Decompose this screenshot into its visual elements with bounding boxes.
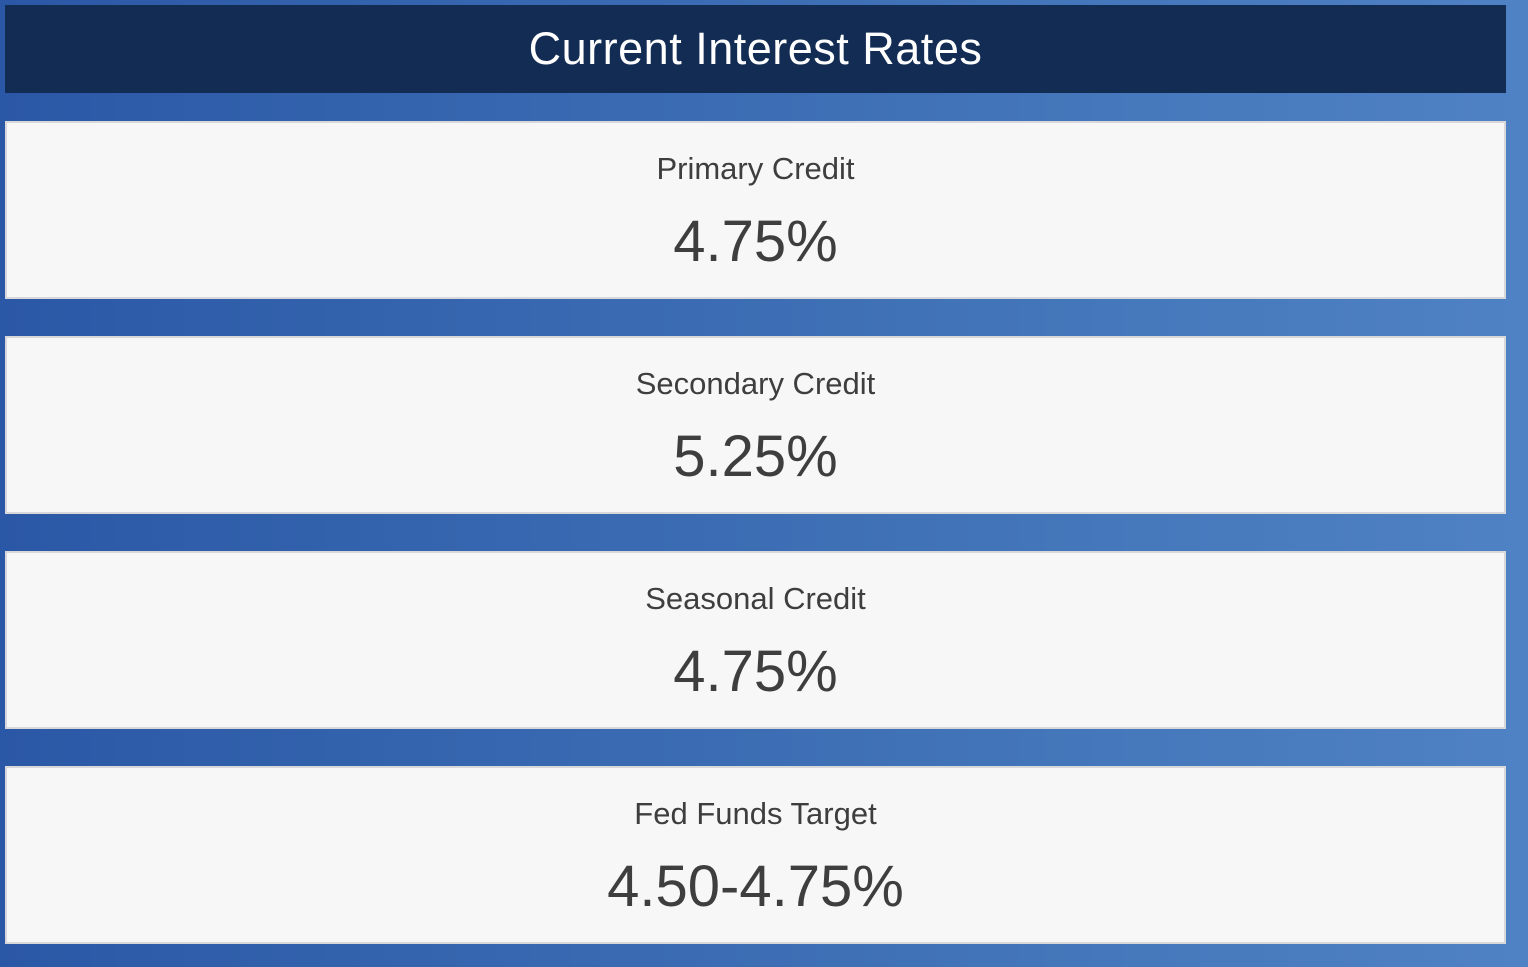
panel-header: Current Interest Rates [5,5,1506,93]
rate-value-secondary-credit: 5.25% [673,424,838,490]
rate-card-secondary-credit: Secondary Credit 5.25% [5,336,1506,514]
rate-label-seasonal-credit: Seasonal Credit [645,581,866,617]
rate-label-secondary-credit: Secondary Credit [635,366,876,402]
rate-card-primary-credit: Primary Credit 4.75% [5,121,1506,299]
rate-card-seasonal-credit: Seasonal Credit 4.75% [5,551,1506,729]
panel-title: Current Interest Rates [528,23,983,74]
rate-value-primary-credit: 4.75% [673,209,838,275]
rate-label-fed-funds-target: Fed Funds Target [634,796,877,832]
rate-value-fed-funds-target: 4.50-4.75% [607,854,904,920]
rate-value-seasonal-credit: 4.75% [673,639,838,705]
rate-card-fed-funds-target: Fed Funds Target 4.50-4.75% [5,766,1506,944]
rate-label-primary-credit: Primary Credit [656,151,855,187]
